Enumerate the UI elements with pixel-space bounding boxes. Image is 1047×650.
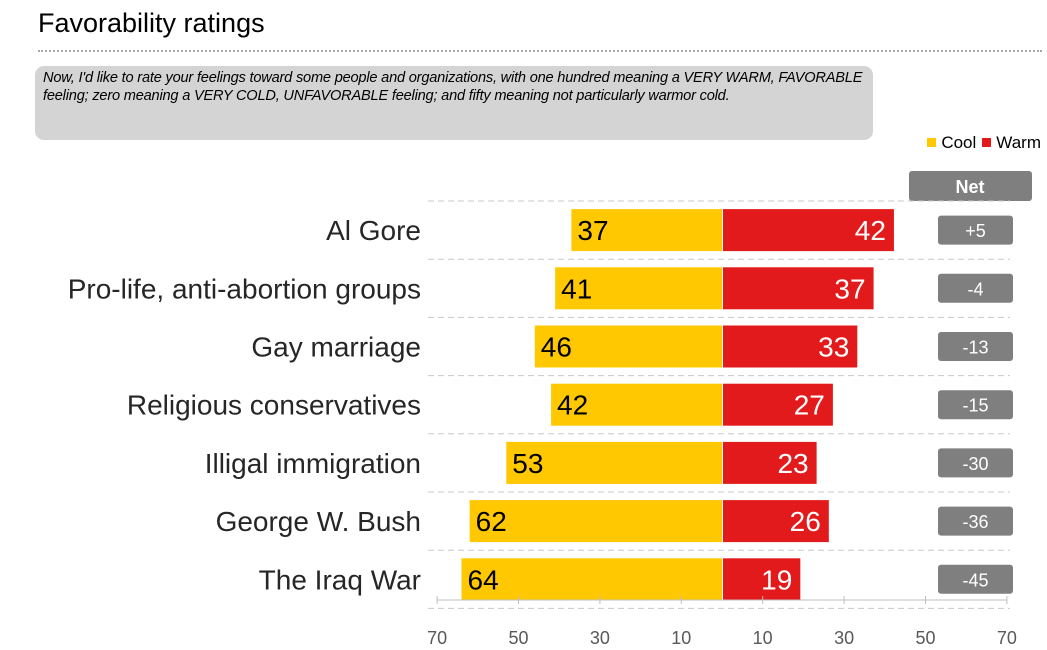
net-badge (938, 273, 1013, 303)
legend-swatch-cool (927, 138, 937, 147)
net-value: -4 (967, 279, 983, 299)
bar-cool-label: 64 (468, 564, 499, 595)
bar-warm (723, 209, 894, 252)
bar-warm (723, 558, 801, 601)
bar-warm-label: 19 (761, 564, 792, 595)
legend-label-cool: Cool (941, 133, 977, 152)
bar-cool (571, 209, 722, 252)
net-badge (938, 390, 1013, 420)
bar-cool (534, 325, 722, 368)
legend-swatch-warm (982, 138, 992, 147)
net-header-label: Net (955, 177, 984, 197)
bar-warm-label: 26 (790, 506, 821, 537)
net-badge (938, 448, 1013, 478)
legend-item-cool: Cool (927, 133, 976, 153)
bar-cool-label: 62 (476, 506, 507, 537)
bar-warm-label: 42 (855, 215, 886, 246)
x-tick-label: 10 (671, 628, 691, 648)
x-tick-label: 70 (997, 628, 1017, 648)
bar-warm (723, 325, 858, 368)
net-badge (938, 506, 1013, 536)
bar-cool (469, 500, 722, 543)
bar-cool-label: 37 (577, 215, 608, 246)
net-value: -30 (962, 454, 988, 474)
bar-cool (551, 383, 722, 426)
category-label: The Iraq War (259, 564, 421, 595)
bar-warm-label: 23 (777, 448, 808, 479)
x-tick-label: 50 (915, 628, 935, 648)
net-badge (938, 332, 1013, 361)
net-value: -45 (962, 570, 988, 590)
net-value: -13 (962, 338, 988, 358)
legend: Cool Warm (927, 133, 1041, 153)
question-box: Now, I'd like to rate your feelings towa… (35, 66, 873, 140)
net-badge (938, 215, 1013, 245)
legend-label-warm: Warm (996, 133, 1041, 152)
bar-cool (555, 267, 722, 310)
category-label: Pro-life, anti-abortion groups (68, 273, 421, 304)
bar-cool-label: 46 (541, 332, 572, 363)
title-divider (38, 50, 1042, 52)
net-header-badge (909, 171, 1032, 201)
net-value: -15 (962, 396, 988, 416)
bar-cool (506, 441, 722, 484)
bar-warm-label: 33 (818, 332, 849, 363)
page-title: Favorability ratings (38, 8, 265, 38)
legend-item-warm: Warm (982, 133, 1041, 153)
bar-cool-label: 42 (557, 390, 588, 421)
x-tick-label: 30 (834, 628, 854, 648)
x-tick-label: 70 (427, 628, 447, 648)
x-tick-label: 50 (508, 628, 528, 648)
net-value: +5 (965, 221, 986, 241)
category-label: George W. Bush (216, 506, 421, 537)
bar-cool (461, 558, 722, 601)
category-label: Al Gore (326, 215, 421, 246)
net-badge (938, 564, 1013, 594)
bar-warm (723, 441, 817, 484)
category-label: Gay marriage (251, 332, 421, 363)
bar-warm (723, 383, 833, 426)
category-label: Religious conservatives (127, 390, 421, 421)
x-tick-label: 30 (590, 628, 610, 648)
bar-warm (723, 267, 874, 310)
x-tick-label: 10 (753, 628, 773, 648)
bar-cool-label: 53 (512, 448, 543, 479)
net-value: -36 (962, 512, 988, 532)
bar-warm-label: 37 (834, 273, 865, 304)
bar-warm-label: 27 (794, 390, 825, 421)
category-label: Illigal immigration (205, 448, 421, 479)
bar-warm (723, 500, 829, 543)
bar-cool-label: 41 (561, 273, 592, 304)
